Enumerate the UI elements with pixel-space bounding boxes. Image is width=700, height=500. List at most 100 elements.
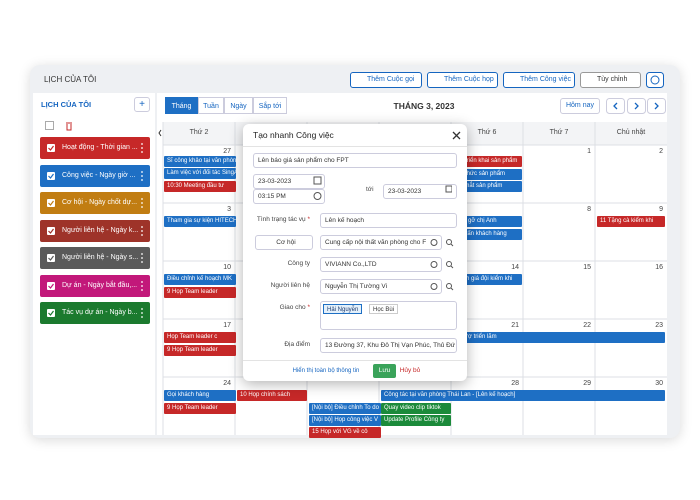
calendar-item[interactable]: Hoạt động - Thời gian ... bbox=[40, 137, 150, 159]
calendar-event[interactable]: Làm việc với đối tác SingAT bbox=[164, 168, 236, 179]
modal-title: Tạo nhanh Công việc bbox=[253, 130, 334, 140]
divider bbox=[243, 360, 467, 361]
date-number: 28 bbox=[511, 380, 519, 387]
sidebar-tools bbox=[45, 121, 72, 131]
calendar-item-icons bbox=[47, 308, 143, 318]
calendar-event[interactable]: 10:30 Meeting đầu tư bbox=[164, 181, 236, 192]
end-date-input[interactable]: 23-03-2023 bbox=[383, 184, 457, 199]
calendar-item-icons bbox=[47, 143, 143, 153]
show-all-link[interactable]: Hiển thị toàn bộ thông tin bbox=[292, 368, 360, 374]
date-number: 29 bbox=[583, 380, 591, 387]
calendar-event[interactable]: 9 Họp Team leader bbox=[164, 403, 236, 414]
calendar-event[interactable]: Tham gia sự kiện HITECH bbox=[164, 216, 236, 227]
calendar-event[interactable]: Quay video clip tiktok bbox=[381, 403, 451, 414]
opportunity-select[interactable]: Cơ hội bbox=[255, 235, 313, 250]
date-number: 2 bbox=[659, 148, 663, 155]
calendar-event[interactable]: [Nội bộ] Họp công việc V bbox=[309, 415, 381, 426]
contact-label: Người liên hệ bbox=[270, 282, 310, 289]
location-label: Địa điểm bbox=[284, 341, 310, 348]
sidebar-title: LỊCH CỦA TÔI bbox=[41, 100, 92, 109]
calendar-event[interactable]: Công tác tại văn phòng Thái Lan - [Lên k… bbox=[381, 390, 665, 401]
assignee-tag[interactable]: Hải Nguyễn bbox=[323, 304, 363, 314]
calendar-event[interactable]: Gọi khách hàng bbox=[164, 390, 236, 401]
date-number: 30 bbox=[655, 380, 663, 387]
company-label: Công ty bbox=[287, 260, 310, 267]
required-mark: * bbox=[307, 304, 310, 311]
date-number: 22 bbox=[583, 322, 591, 329]
date-number: 23 bbox=[655, 322, 663, 329]
view-tab[interactable]: Tuần bbox=[198, 97, 224, 114]
calendar-item-icons bbox=[47, 198, 143, 208]
calendar-item[interactable]: Tác vụ dự án - Ngày b... bbox=[40, 302, 150, 324]
assignee-input[interactable] bbox=[320, 301, 457, 330]
divider bbox=[243, 146, 467, 147]
add-call-button[interactable]: Thêm Cuộc gọi bbox=[350, 72, 422, 88]
date-number: 3 bbox=[227, 206, 231, 213]
today-button[interactable]: Hôm nay bbox=[560, 98, 600, 114]
assignee-tag[interactable]: Học Bùi bbox=[369, 304, 399, 314]
company-input[interactable]: VIVIANN Co.,LTD bbox=[320, 257, 442, 272]
add-task-button[interactable]: Thêm Công việc bbox=[503, 72, 575, 88]
view-tab[interactable]: Ngày bbox=[224, 97, 253, 114]
date-number: 21 bbox=[511, 322, 519, 329]
help-button[interactable] bbox=[646, 72, 664, 88]
picker-icons bbox=[313, 176, 452, 200]
start-time-input[interactable]: 03:15 PM bbox=[253, 189, 325, 204]
label-text: Giao cho bbox=[279, 304, 306, 311]
calendar-item[interactable]: Người liên hệ - Ngày s... bbox=[40, 247, 150, 269]
calendar-event[interactable]: Update Profile Công ty bbox=[381, 415, 451, 426]
calendar-event[interactable]: 10 Triển khai sản phẩm bbox=[452, 156, 522, 167]
weekday-header: Thứ 7 bbox=[549, 129, 569, 136]
calendar-item-icons bbox=[47, 280, 143, 291]
to-label: tới bbox=[366, 186, 374, 193]
date-number: 15 bbox=[583, 264, 591, 271]
weekday-header: Thứ 2 bbox=[189, 129, 209, 136]
calendar-event[interactable]: Điều chỉnh kế hoạch MK bbox=[164, 274, 236, 285]
weekday-header: Chủ nhật bbox=[616, 129, 646, 136]
status-select[interactable]: Lên kế hoạch bbox=[320, 213, 457, 228]
calendar-item[interactable]: Dự án - Ngày bắt đầu,... bbox=[40, 274, 150, 297]
contact-input[interactable]: Nguyễn Thị Tường Vi bbox=[320, 279, 442, 294]
calendar-item-icons bbox=[47, 253, 143, 263]
calendar-item[interactable]: Công việc - Ngày giờ ... bbox=[40, 164, 150, 187]
subject-input[interactable]: Lên báo giá sản phẩm cho FPT bbox=[253, 153, 457, 168]
calendar-event[interactable]: Tư vấn khách hàng bbox=[452, 229, 522, 240]
calendar-event[interactable]: Gặp gỡ chị Anh bbox=[452, 216, 522, 227]
calendar-event[interactable]: Sĩ công khảo tại văn phòng bbox=[164, 156, 236, 167]
calendar-event[interactable]: Đánh giá đội kiểm khi bbox=[452, 274, 522, 285]
calendar-item[interactable]: Người liên hệ - Ngày k... bbox=[40, 219, 150, 242]
date-number: 10 bbox=[223, 264, 231, 271]
calendar-item[interactable]: Cơ hội - Ngày chốt dự... bbox=[40, 192, 150, 214]
add-calendar-button[interactable]: + bbox=[134, 97, 150, 112]
weekday-header: Thứ 6 bbox=[477, 129, 497, 136]
nav-buttons[interactable] bbox=[606, 98, 666, 114]
location-input[interactable]: 13 Đường 37, Khu Đô Thị Vạn Phúc, Thủ Đứ bbox=[320, 338, 457, 353]
calendar-event[interactable]: 9 Họp Team leader bbox=[164, 287, 236, 298]
save-button[interactable]: Lưu bbox=[373, 364, 396, 378]
customize-button[interactable]: Tùy chỉnh bbox=[580, 72, 641, 88]
view-tab[interactable]: Sắp tới bbox=[253, 97, 287, 114]
required-mark: * bbox=[307, 216, 310, 223]
calendar-event[interactable]: 9 Họp Team leader bbox=[164, 345, 236, 356]
date-number: 1 bbox=[587, 148, 591, 155]
date-number: 16 bbox=[655, 264, 663, 271]
search-buttons[interactable] bbox=[428, 235, 458, 295]
opportunity-input[interactable]: Cung cấp nội thất văn phòng cho F bbox=[320, 235, 442, 250]
calendar-event[interactable]: Hỗ trợ triển lãm bbox=[452, 332, 665, 343]
calendar-item-icons bbox=[47, 170, 143, 181]
calendar-event[interactable]: Họp Team leader c bbox=[164, 332, 236, 343]
add-meeting-button[interactable]: Thêm Cuộc họp bbox=[427, 72, 498, 88]
cancel-button[interactable]: Hủy bỏ bbox=[399, 367, 421, 374]
start-date-input[interactable]: 23-03-2023 bbox=[253, 174, 325, 189]
date-number: 9 bbox=[659, 206, 663, 213]
calendar-event[interactable]: Tổ chức sản phẩm bbox=[452, 169, 522, 180]
calendar-event[interactable]: 11 Tặng cà kiểm khi bbox=[597, 216, 665, 227]
calendar-item-icons bbox=[47, 225, 143, 236]
calendar-event[interactable]: 15 Họp với VG về cô bbox=[309, 427, 381, 438]
view-tab[interactable]: Tháng bbox=[165, 97, 198, 114]
close-button[interactable] bbox=[452, 131, 461, 140]
calendar-event[interactable]: 10 Họp chính sách bbox=[237, 390, 307, 401]
calendar-event[interactable]: [Nội bộ] Điều chỉnh To do bbox=[309, 403, 381, 414]
calendar-event[interactable]: Ra mắt sản phẩm bbox=[452, 181, 522, 192]
